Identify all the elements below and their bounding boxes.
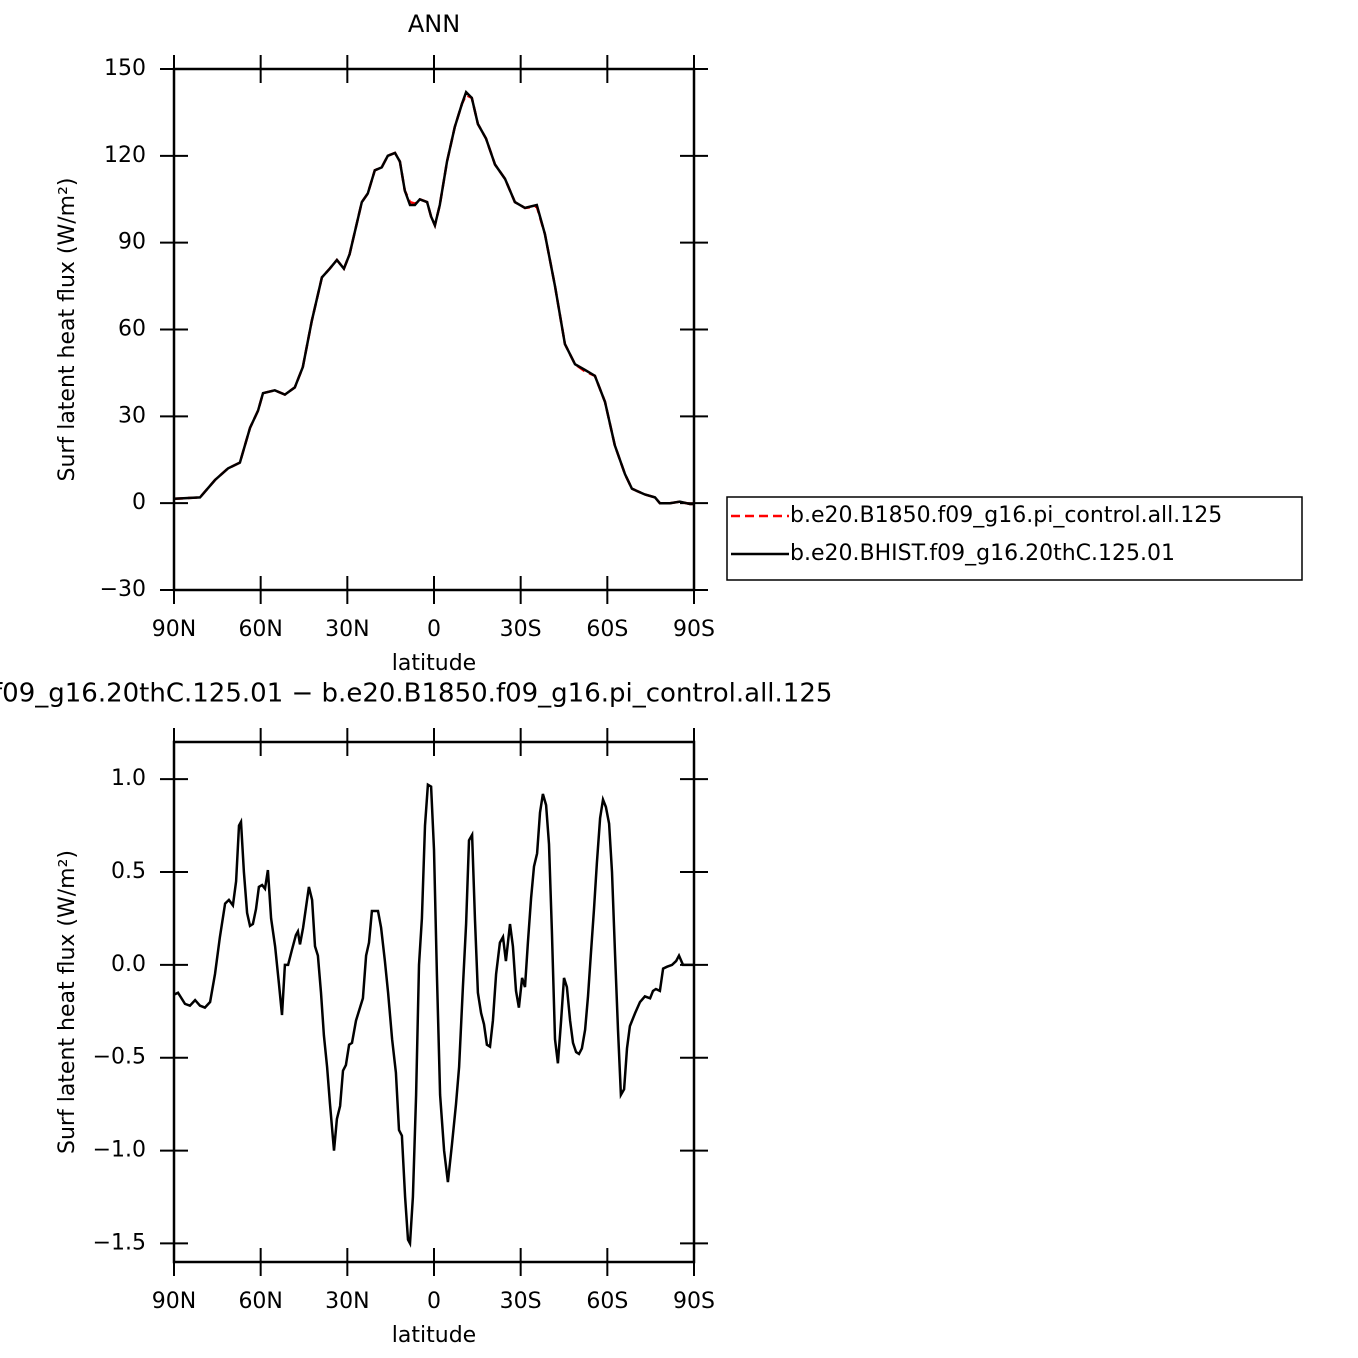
data-line (173, 89, 694, 506)
legend-label: b.e20.BHIST.f09_g16.20thC.125.01 (790, 541, 1175, 566)
x-tick-label: 90S (673, 617, 715, 642)
legend-label: b.e20.B1850.f09_g16.pi_control.all.125 (790, 503, 1222, 528)
x-tick-label: 0 (427, 1289, 441, 1314)
y-tick-label: 90 (118, 230, 146, 255)
x-tick-label: 30S (500, 617, 542, 642)
y-tick-label: 0.5 (111, 859, 146, 884)
x-tick-label: 30N (325, 617, 369, 642)
x-axis-label: latitude (392, 1323, 476, 1348)
y-axis-label: Surf latent heat flux (W/m²) (55, 178, 80, 482)
y-axis-label: Surf latent heat flux (W/m²) (55, 850, 80, 1154)
x-tick-label: 60N (238, 1289, 282, 1314)
x-tick-label: 0 (427, 617, 441, 642)
chart-title: ANN (408, 10, 460, 38)
x-tick-label: 30N (325, 1289, 369, 1314)
y-tick-label: 1.0 (111, 766, 146, 791)
y-tick-label: 60 (118, 317, 146, 342)
y-tick-label: 0 (132, 490, 146, 515)
x-tick-label: 60S (586, 1289, 628, 1314)
plot-frame (172, 67, 696, 592)
x-tick-label: 30S (500, 1289, 542, 1314)
plot-frame (172, 740, 696, 1264)
y-tick-label: −30 (100, 577, 146, 602)
data-line (173, 782, 694, 1248)
x-tick-label: 90S (673, 1289, 715, 1314)
y-tick-label: 120 (104, 143, 146, 168)
chart-title: f09_g16.20thC.125.01 − b.e20.B1850.f09_g… (0, 679, 832, 709)
y-tick-label: −0.5 (93, 1045, 146, 1070)
x-axis-label: latitude (392, 651, 476, 676)
x-tick-label: 90N (152, 1289, 196, 1314)
y-tick-label: −1.0 (93, 1138, 146, 1163)
y-tick-label: 30 (118, 403, 146, 428)
x-tick-label: 60S (586, 617, 628, 642)
legend-box (726, 496, 1303, 581)
y-tick-label: 150 (104, 56, 146, 81)
x-tick-label: 90N (152, 617, 196, 642)
y-tick-label: 0.0 (111, 952, 146, 977)
x-tick-label: 60N (238, 617, 282, 642)
data-line (173, 93, 694, 506)
y-tick-label: −1.5 (93, 1230, 146, 1255)
